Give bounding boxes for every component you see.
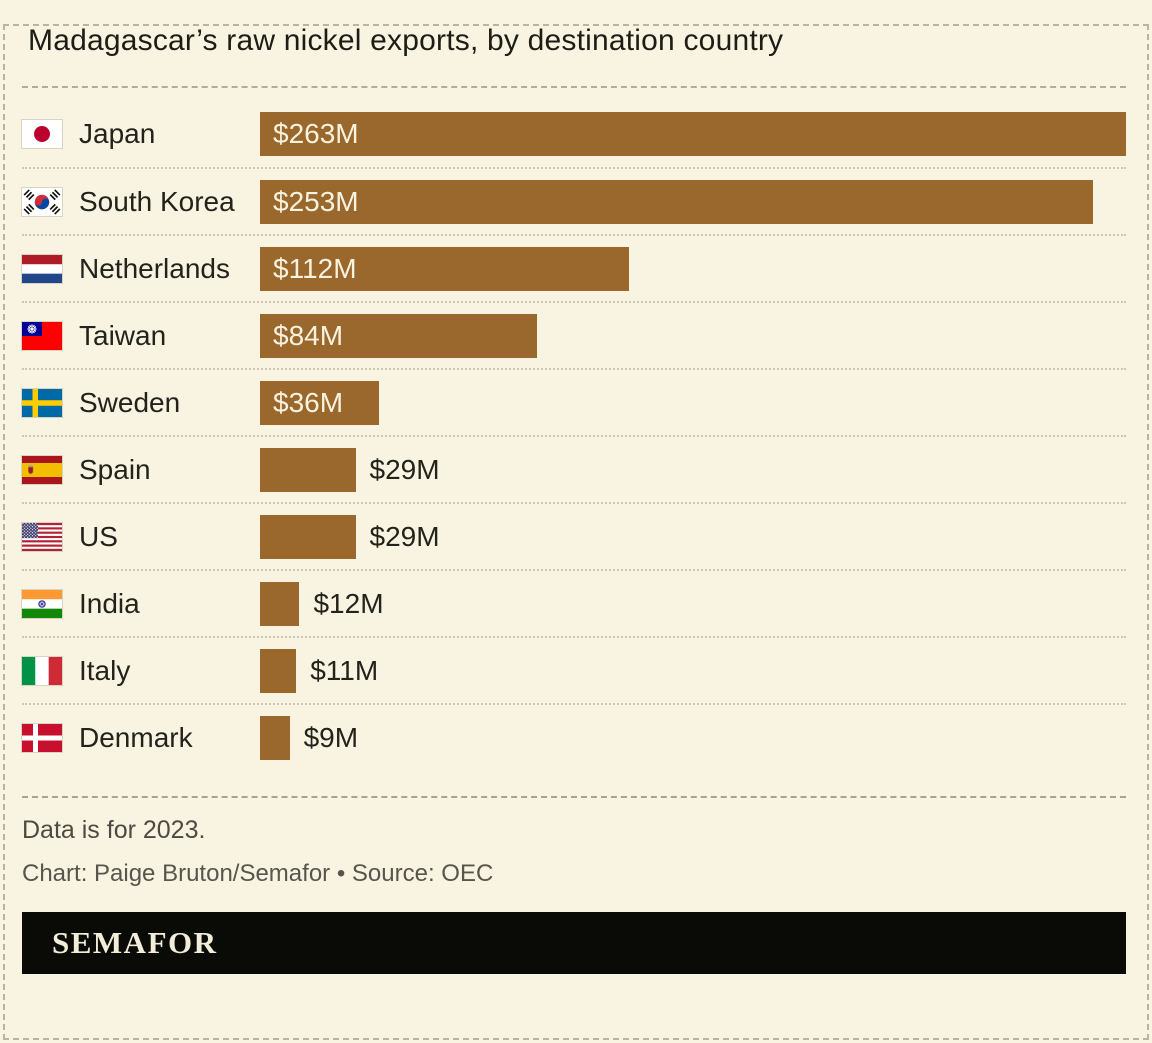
- footer-separator: [22, 796, 1126, 798]
- bar-track: $29M: [260, 514, 1126, 559]
- value-bar: [260, 715, 290, 760]
- value-bar: $36M: [260, 380, 379, 425]
- row-label-column: Japan: [22, 118, 260, 150]
- south-korea-flag-icon: [22, 187, 62, 216]
- value-bar: [260, 581, 300, 626]
- row-label-column: Netherlands: [22, 253, 260, 285]
- value-label: $9M: [303, 721, 359, 753]
- value-bar: [260, 447, 356, 492]
- row-label-column: Denmark: [22, 722, 260, 754]
- value-label: $84M: [273, 319, 344, 351]
- title-separator: [22, 86, 1126, 88]
- row-label-column: India: [22, 588, 260, 620]
- taiwan-flag-icon: [22, 321, 62, 350]
- value-bar: [260, 514, 356, 559]
- value-label: $112M: [273, 252, 357, 284]
- value-bar: $112M: [260, 246, 629, 291]
- row-label-column: Spain: [22, 454, 260, 486]
- credit-line: Chart: Paige Bruton/Semafor • Source: OE…: [22, 860, 494, 887]
- chart-row: Taiwan $84M: [22, 301, 1126, 368]
- chart-row: Italy $11M: [22, 636, 1126, 703]
- bar-track: $84M: [260, 313, 1126, 358]
- chart-row: Spain $29M: [22, 435, 1126, 502]
- chart-card: Madagascar’s raw nickel exports, by dest…: [0, 21, 1152, 974]
- semafor-logo: SEMAFOR: [52, 925, 218, 960]
- page-title: Madagascar’s raw nickel exports, by dest…: [28, 24, 784, 57]
- value-bar: $84M: [260, 313, 537, 358]
- chart-row: India $12M: [22, 569, 1126, 636]
- chart-row: South Korea $253M: [22, 167, 1126, 234]
- bar-track: $253M: [260, 179, 1126, 224]
- row-label-column: Sweden: [22, 387, 260, 419]
- chart-row: Netherlands $112M: [22, 234, 1126, 301]
- bar-track: $36M: [260, 380, 1126, 425]
- value-label: $11M: [310, 654, 379, 686]
- row-label-column: Italy: [22, 655, 260, 687]
- row-label-column: South Korea: [22, 186, 260, 218]
- us-flag-icon: [22, 522, 62, 551]
- bar-track: $9M: [260, 715, 1126, 760]
- country-label: Taiwan: [79, 319, 167, 351]
- value-label: $36M: [273, 386, 344, 418]
- chart-row: Sweden $36M: [22, 368, 1126, 435]
- country-label: India: [79, 587, 140, 619]
- value-label: $263M: [273, 117, 359, 149]
- country-label: Italy: [79, 654, 131, 686]
- value-bar: $253M: [260, 179, 1094, 224]
- value-label: $253M: [273, 185, 359, 217]
- footnote: Data is for 2023.: [22, 816, 206, 844]
- denmark-flag-icon: [22, 723, 62, 752]
- value-label: $29M: [369, 520, 440, 552]
- bar-track: $12M: [260, 581, 1126, 626]
- value-label: $29M: [369, 453, 440, 485]
- netherlands-flag-icon: [22, 254, 62, 283]
- row-label-column: US: [22, 521, 260, 553]
- bar-chart: Japan $263M South Korea $253M Netherlands $11…: [22, 100, 1126, 770]
- country-label: US: [79, 520, 118, 552]
- country-label: Japan: [79, 117, 156, 149]
- row-label-column: Taiwan: [22, 320, 260, 352]
- country-label: Sweden: [79, 386, 181, 418]
- value-label: $12M: [313, 587, 384, 619]
- value-bar: $263M: [260, 111, 1126, 156]
- country-label: South Korea: [79, 185, 235, 217]
- bar-track: $112M: [260, 246, 1126, 291]
- japan-flag-icon: [22, 119, 62, 148]
- semafor-logo-banner: SEMAFOR: [22, 912, 1126, 974]
- italy-flag-icon: [22, 656, 62, 685]
- bar-track: $263M: [260, 111, 1126, 156]
- sweden-flag-icon: [22, 388, 62, 417]
- india-flag-icon: [22, 589, 62, 618]
- spain-flag-icon: [22, 455, 62, 484]
- bar-track: $29M: [260, 447, 1126, 492]
- chart-row: Japan $263M: [22, 100, 1126, 167]
- country-label: Spain: [79, 453, 151, 485]
- chart-row: Denmark $9M: [22, 703, 1126, 770]
- country-label: Denmark: [79, 721, 193, 753]
- value-bar: [260, 648, 297, 693]
- country-label: Netherlands: [79, 252, 230, 284]
- chart-row: US $29M: [22, 502, 1126, 569]
- bar-track: $11M: [260, 648, 1126, 693]
